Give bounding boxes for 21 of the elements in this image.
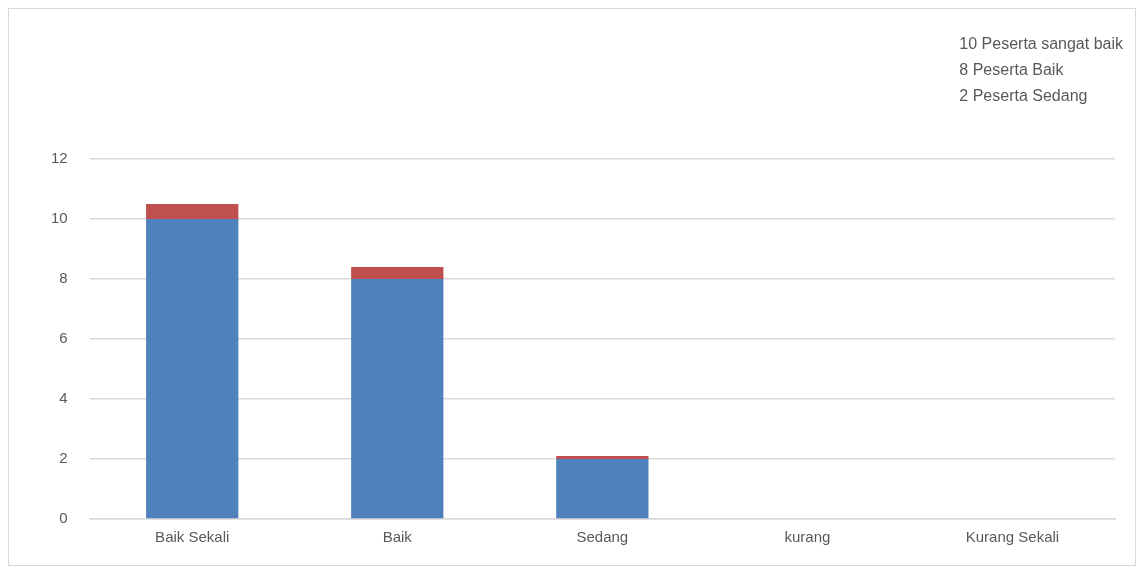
text: 8 Peserta Baik	[959, 61, 1065, 79]
x-tick-label: Baik Sekali	[155, 528, 230, 546]
bar	[351, 279, 444, 519]
x-tick-label: Baik	[382, 528, 413, 546]
x-tick-label: Sedang	[576, 528, 629, 546]
y-tick-label: 2	[59, 449, 68, 467]
bar	[146, 204, 239, 219]
y-tick-label: 0	[59, 509, 68, 527]
y-tick-label: 12	[51, 149, 68, 167]
x-tick-label: kurang	[784, 528, 831, 546]
bar	[556, 456, 649, 459]
text: 2 Peserta Sedang	[959, 87, 1088, 105]
text: 10 Peserta sangat baik	[959, 35, 1124, 53]
bar	[351, 267, 444, 279]
y-tick-label: 10	[51, 209, 68, 227]
y-tick-label: 8	[59, 269, 68, 287]
bar	[146, 219, 239, 519]
y-tick-label: 6	[59, 329, 68, 347]
x-tick-label: Kurang Sekali	[965, 528, 1060, 546]
bar	[556, 459, 649, 519]
y-tick-label: 4	[59, 389, 68, 407]
